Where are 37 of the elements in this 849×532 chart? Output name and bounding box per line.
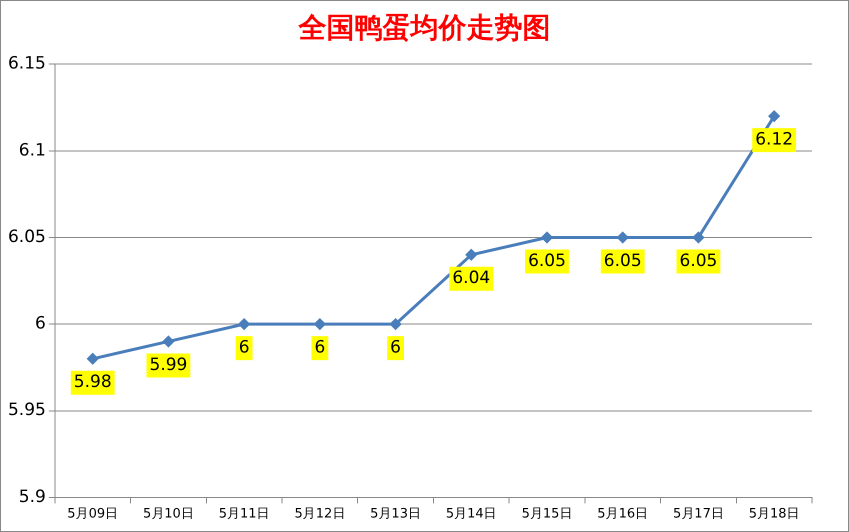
y-tick-label: 6.1 xyxy=(18,140,46,160)
data-label: 6.12 xyxy=(755,130,794,150)
x-tick-label: 5月10日 xyxy=(143,506,194,522)
x-tick-label: 5月12日 xyxy=(294,506,346,522)
point xyxy=(617,232,628,243)
y-tick-label: 6 xyxy=(35,314,46,334)
x-tick-label: 5月14日 xyxy=(446,506,497,522)
point xyxy=(390,318,402,330)
data-label: 5.98 xyxy=(74,372,112,392)
point xyxy=(692,232,704,243)
y-tick-label: 6.05 xyxy=(8,226,46,247)
point xyxy=(238,318,250,330)
y-tick-label: 6.15 xyxy=(8,54,46,74)
point xyxy=(314,318,326,330)
point xyxy=(542,232,552,243)
x-tick-label: 5月11日 xyxy=(218,506,270,522)
x-tick-label: 5月17日 xyxy=(673,506,724,522)
data-label: 5.99 xyxy=(149,354,188,375)
data-label: 6.04 xyxy=(452,268,490,288)
y-tick-label: 5.95 xyxy=(8,400,46,420)
chart-title: 全国鸭蛋均价走势图 xyxy=(297,10,552,46)
x-tick-label: 5月15日 xyxy=(522,506,572,522)
point xyxy=(162,336,174,347)
data-label: 6.05 xyxy=(528,250,566,271)
data-label: 6.05 xyxy=(604,250,642,271)
data-label: 6 xyxy=(314,338,326,358)
x-tick-label: 5月09日 xyxy=(67,506,118,522)
y-tick-label: 5.9 xyxy=(18,486,46,507)
data-label: 6 xyxy=(238,338,250,358)
x-tick-label: 5月16日 xyxy=(597,506,648,522)
x-tick-label: 5月18日 xyxy=(748,506,800,522)
point xyxy=(87,353,98,364)
data-label: 6 xyxy=(390,338,401,358)
point xyxy=(768,110,780,122)
x-tick-label: 5月13日 xyxy=(370,506,421,522)
point xyxy=(466,249,477,260)
data-label: 6.05 xyxy=(680,250,718,271)
